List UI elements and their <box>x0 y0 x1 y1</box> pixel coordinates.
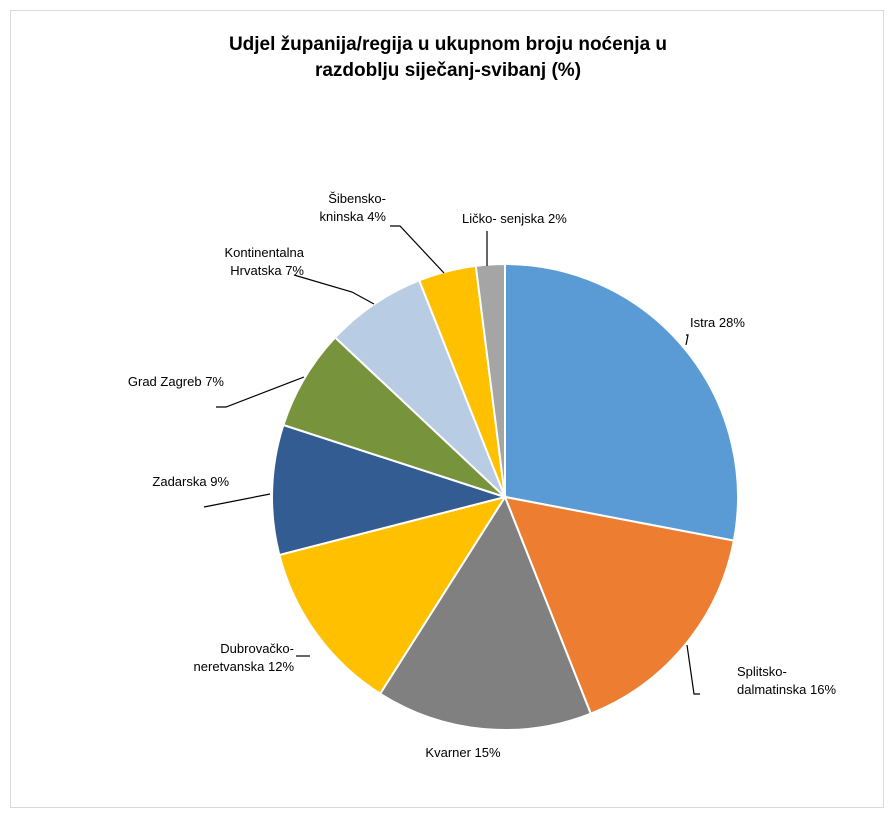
data-label: Istra 28% <box>690 315 745 330</box>
pie-slice <box>333 279 506 498</box>
leader-line <box>390 225 445 274</box>
pie-slice <box>282 336 506 498</box>
leader-line <box>293 274 375 305</box>
data-label: Grad Zagreb 7% <box>128 374 225 389</box>
data-labels: Istra 28% Splitsko-dalmatinska 16% Kvarner… <box>128 191 837 760</box>
chart-title: Udjel županija/regija u ukupnom broju no… <box>0 32 896 84</box>
leader-line <box>203 493 271 508</box>
pie-slice <box>504 262 739 542</box>
data-label: Dubrovačko-neretvanska 12% <box>194 641 295 674</box>
chart-title-line-2: razdoblju siječanj-svibanj (%) <box>314 60 582 81</box>
data-label: Ličko- senjska 2% <box>462 211 567 226</box>
leader-line <box>686 644 700 695</box>
pie-slice <box>271 423 509 557</box>
pie-slice <box>503 495 736 715</box>
chart-title-line-1: Udjel županija/regija u ukupnom broju no… <box>228 34 668 55</box>
data-label: Kvarner 15% <box>425 745 501 760</box>
leader-line <box>685 334 689 346</box>
pie-slice <box>378 494 593 731</box>
data-label: Kontinentalna Hrvatska 7% <box>224 245 304 278</box>
leader-lines <box>203 225 700 695</box>
data-label: Zadarska 9% <box>152 474 229 489</box>
leader-line <box>216 376 305 408</box>
data-label: Šibensko-kninska 4% <box>320 191 387 224</box>
data-label: Splitsko-dalmatinska 16% <box>737 664 836 697</box>
pie-slices <box>271 262 739 731</box>
pie-slice <box>474 262 506 498</box>
pie-slice <box>278 495 508 696</box>
